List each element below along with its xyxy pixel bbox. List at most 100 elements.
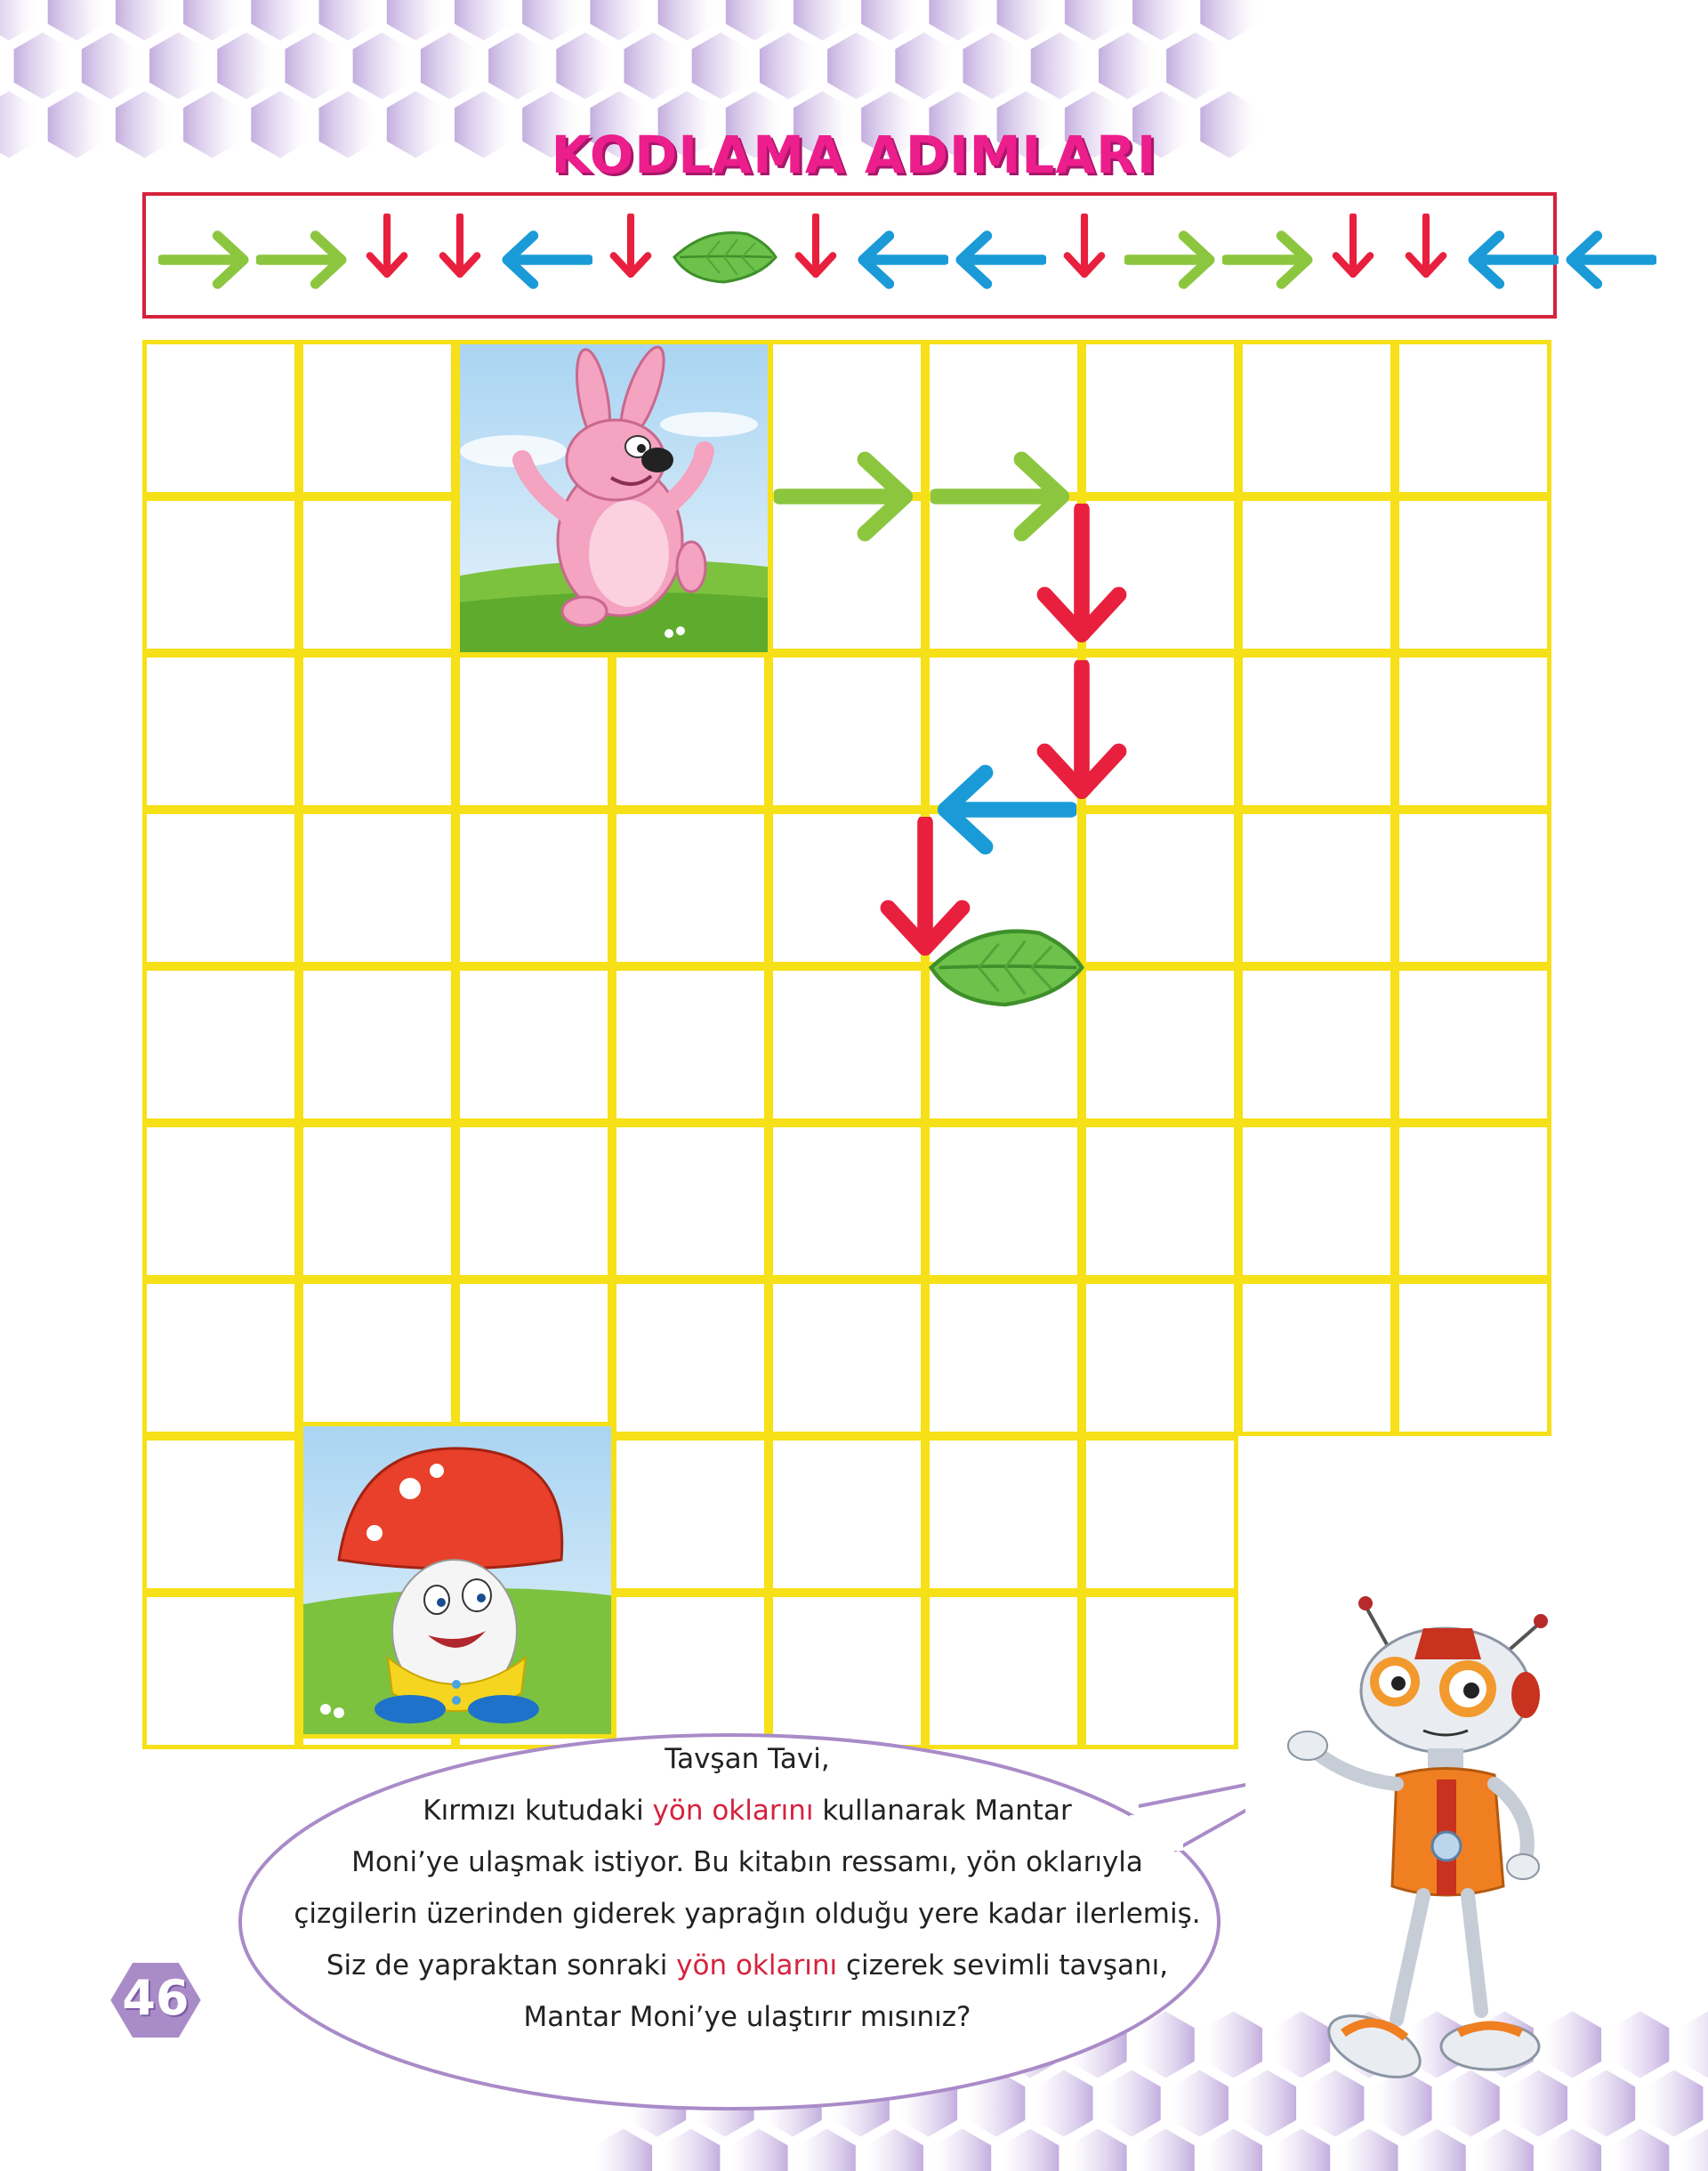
grid-cell[interactable] — [1238, 496, 1395, 653]
step-arrow-right-icon — [1123, 214, 1217, 303]
grid-cell[interactable] — [1395, 810, 1551, 966]
grid-cell[interactable] — [1395, 340, 1551, 496]
grid-cell[interactable] — [769, 966, 925, 1123]
grid-cell[interactable] — [769, 1123, 925, 1279]
grid-cell[interactable] — [455, 653, 612, 810]
grid-cell[interactable] — [612, 653, 769, 810]
grid-cell[interactable] — [1395, 1123, 1551, 1279]
grid-cell[interactable] — [769, 340, 925, 496]
grid-cell[interactable] — [1395, 966, 1551, 1123]
grid-cell[interactable] — [142, 1123, 299, 1279]
grid-cell[interactable] — [455, 966, 612, 1123]
bubble-line-4: çizgilerin üzerinden giderek yaprağın ol… — [294, 1898, 1201, 1930]
hex-cell — [1097, 2063, 1166, 2143]
grid-cell[interactable] — [1238, 653, 1395, 810]
hex-cell — [551, 26, 620, 106]
step-arrow-down-icon — [1393, 212, 1459, 303]
grid-cell[interactable] — [1082, 1436, 1238, 1593]
hex-cell — [1093, 26, 1162, 106]
grid-cell[interactable] — [142, 1593, 299, 1749]
grid-cell[interactable] — [1082, 340, 1238, 496]
hex-cell — [584, 85, 654, 165]
grid-cell[interactable] — [299, 810, 455, 966]
hex-cell — [178, 0, 247, 47]
grid-cell[interactable] — [925, 1123, 1082, 1279]
grid-cell[interactable] — [925, 966, 1082, 1123]
hex-cell — [279, 26, 349, 106]
hex-cell — [1029, 2063, 1099, 2143]
grid-cell[interactable] — [925, 1593, 1082, 1749]
grid-cell[interactable] — [299, 1123, 455, 1279]
hex-cell — [42, 85, 111, 165]
hex-cell — [1025, 26, 1094, 106]
grid-cell[interactable] — [925, 496, 1082, 653]
hex-cell — [991, 0, 1060, 47]
step-arrow-right-icon — [254, 214, 349, 303]
coding-steps-box — [142, 192, 1658, 319]
hex-cell — [483, 26, 552, 106]
grid-cell[interactable] — [455, 1279, 612, 1436]
grid-cell[interactable] — [1082, 1279, 1238, 1436]
grid-cell[interactable] — [455, 810, 612, 966]
grid-cell[interactable] — [1238, 1123, 1395, 1279]
hex-cell — [449, 85, 518, 165]
grid-cell[interactable] — [1238, 1279, 1395, 1436]
hex-cell — [1063, 2122, 1132, 2171]
grid-cell[interactable] — [455, 1123, 612, 1279]
grid-cell[interactable] — [925, 810, 1082, 966]
grid-cell[interactable] — [142, 496, 299, 653]
grid-cell[interactable] — [925, 653, 1082, 810]
grid-cell[interactable] — [925, 1279, 1082, 1436]
grid-cell[interactable] — [612, 810, 769, 966]
grid-cell[interactable] — [769, 1279, 925, 1436]
hex-cell — [1131, 2122, 1200, 2171]
grid-cell[interactable] — [299, 1279, 455, 1436]
page-title: KODLAMA ADIMLARI — [551, 125, 1157, 185]
hex-cell — [1436, 2063, 1505, 2143]
grid-cell[interactable] — [1082, 653, 1238, 810]
grid-cell[interactable] — [1082, 1593, 1238, 1749]
grid-cell[interactable] — [925, 1436, 1082, 1593]
grid-cell[interactable] — [142, 1436, 299, 1593]
grid-cell[interactable] — [612, 1279, 769, 1436]
grid-cell[interactable] — [769, 496, 925, 653]
grid-cell[interactable] — [1082, 966, 1238, 1123]
hex-cell — [720, 0, 789, 47]
grid-cell[interactable] — [142, 966, 299, 1123]
grid-cell[interactable] — [1238, 340, 1395, 496]
hex-cell — [1233, 2063, 1302, 2143]
grid-cell[interactable] — [1395, 496, 1551, 653]
grid-cell[interactable] — [769, 653, 925, 810]
highlight-direction-arrows: yön oklarını — [652, 1795, 814, 1827]
grid-cell[interactable] — [299, 653, 455, 810]
grid-cell[interactable] — [142, 340, 299, 496]
hex-cell — [1334, 2122, 1404, 2171]
grid-cell[interactable] — [299, 340, 455, 496]
grid-cell[interactable] — [142, 653, 299, 810]
hex-cell — [1640, 2063, 1708, 2143]
grid-cell[interactable] — [1238, 966, 1395, 1123]
grid-cell[interactable] — [612, 966, 769, 1123]
grid-cell[interactable] — [1395, 1279, 1551, 1436]
grid-cell[interactable] — [925, 340, 1082, 496]
grid-cell[interactable] — [1082, 810, 1238, 966]
grid-cell[interactable] — [1238, 810, 1395, 966]
hex-cell — [1504, 2063, 1573, 2143]
hex-cell — [1606, 2005, 1675, 2085]
grid-cell[interactable] — [612, 1436, 769, 1593]
hex-cell — [1402, 2122, 1471, 2171]
grid-cell[interactable] — [142, 810, 299, 966]
grid-cell[interactable] — [142, 1279, 299, 1436]
grid-cell[interactable] — [1082, 496, 1238, 653]
hex-cell — [1161, 26, 1230, 106]
grid-cell[interactable] — [299, 496, 455, 653]
grid-cell[interactable] — [612, 1123, 769, 1279]
grid-cell[interactable] — [1395, 653, 1551, 810]
grid-cell[interactable] — [299, 966, 455, 1123]
grid-cell[interactable] — [769, 1436, 925, 1593]
grid-cell[interactable] — [1082, 1123, 1238, 1279]
hex-cell — [0, 85, 44, 165]
hex-cell — [347, 26, 416, 106]
bubble-line-1: Tavşan Tavi, — [665, 1743, 830, 1775]
grid-cell[interactable] — [769, 810, 925, 966]
